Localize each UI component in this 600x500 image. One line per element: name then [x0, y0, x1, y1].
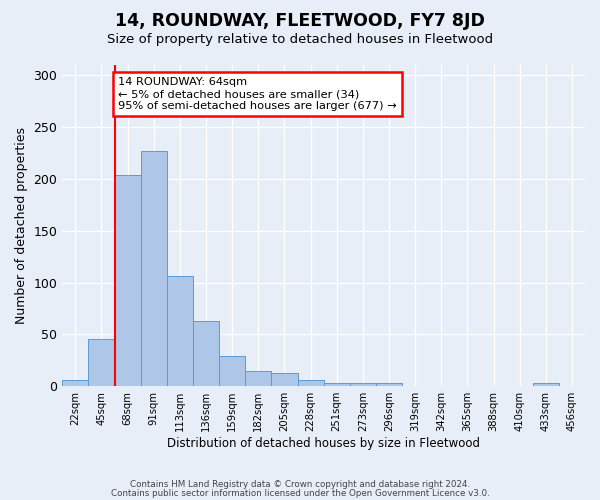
- Y-axis label: Number of detached properties: Number of detached properties: [15, 127, 28, 324]
- X-axis label: Distribution of detached houses by size in Fleetwood: Distribution of detached houses by size …: [167, 437, 480, 450]
- Bar: [167, 276, 193, 386]
- Bar: [271, 372, 298, 386]
- Text: Contains public sector information licensed under the Open Government Licence v3: Contains public sector information licen…: [110, 488, 490, 498]
- Bar: [62, 380, 88, 386]
- Bar: [298, 380, 323, 386]
- Bar: [115, 175, 140, 386]
- Bar: [350, 383, 376, 386]
- Bar: [533, 383, 559, 386]
- Text: 14 ROUNDWAY: 64sqm
← 5% of detached houses are smaller (34)
95% of semi-detached: 14 ROUNDWAY: 64sqm ← 5% of detached hous…: [118, 78, 397, 110]
- Bar: [219, 356, 245, 386]
- Bar: [140, 151, 167, 386]
- Bar: [376, 383, 402, 386]
- Bar: [245, 370, 271, 386]
- Text: Size of property relative to detached houses in Fleetwood: Size of property relative to detached ho…: [107, 32, 493, 46]
- Text: 14, ROUNDWAY, FLEETWOOD, FY7 8JD: 14, ROUNDWAY, FLEETWOOD, FY7 8JD: [115, 12, 485, 30]
- Bar: [323, 383, 350, 386]
- Text: Contains HM Land Registry data © Crown copyright and database right 2024.: Contains HM Land Registry data © Crown c…: [130, 480, 470, 489]
- Bar: [193, 321, 219, 386]
- Bar: [88, 338, 115, 386]
